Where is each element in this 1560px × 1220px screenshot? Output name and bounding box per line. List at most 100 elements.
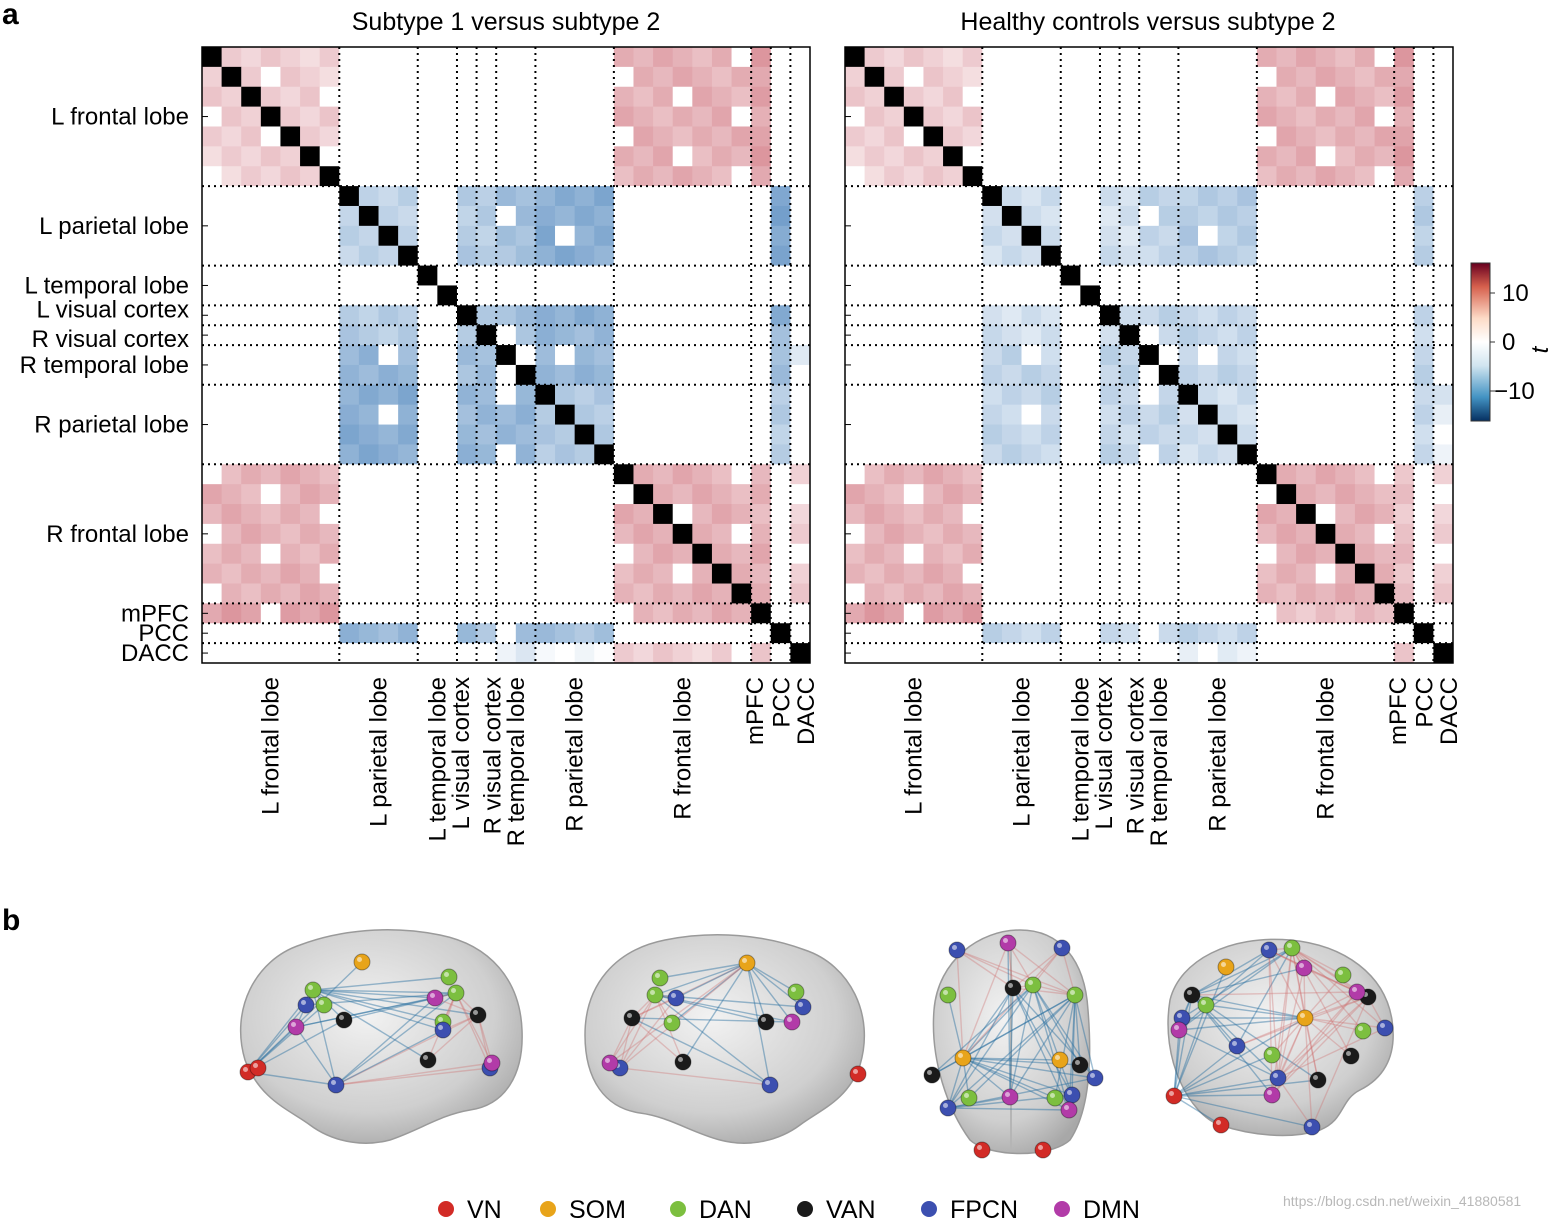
heatmap-cell bbox=[731, 464, 752, 485]
heatmap-cell bbox=[496, 504, 517, 525]
heatmap-cell bbox=[1119, 364, 1140, 386]
heatmap-cell bbox=[1433, 126, 1454, 147]
heatmap-cell bbox=[923, 424, 944, 445]
heatmap-cell bbox=[1099, 285, 1120, 306]
heatmap-cell bbox=[378, 623, 399, 644]
heatmap-cell bbox=[613, 345, 634, 366]
network-edge bbox=[1191, 994, 1319, 1081]
heatmap-cell bbox=[923, 603, 944, 624]
column-label: mPFC bbox=[1385, 677, 1412, 745]
network-edge bbox=[631, 997, 677, 1019]
network-node-van bbox=[335, 1011, 353, 1029]
heatmap-cell bbox=[417, 563, 438, 584]
heatmap-cell bbox=[1217, 66, 1238, 88]
heatmap-cell bbox=[1198, 563, 1219, 584]
colorbar-gradient bbox=[1470, 262, 1491, 422]
diagonal-cell bbox=[731, 583, 752, 604]
heatmap-cell bbox=[1139, 265, 1160, 286]
heatmap-cell bbox=[1099, 603, 1120, 624]
heatmap-cell bbox=[1099, 205, 1120, 227]
heatmap-cell bbox=[535, 464, 556, 485]
heatmap-cell bbox=[1041, 603, 1062, 624]
heatmap-cell bbox=[1354, 47, 1375, 68]
heatmap-cell bbox=[496, 484, 517, 505]
heatmap-cell bbox=[574, 563, 595, 584]
heatmap-cell bbox=[398, 464, 419, 485]
heatmap-cell bbox=[1335, 563, 1356, 584]
heatmap-cell bbox=[1433, 543, 1454, 565]
heatmap-cell bbox=[1178, 464, 1199, 485]
heatmap-cell bbox=[1198, 543, 1219, 565]
heatmap-cell bbox=[398, 47, 419, 68]
diagonal-cell bbox=[943, 146, 964, 167]
heatmap-cell bbox=[594, 265, 615, 286]
heatmap-cell bbox=[1060, 464, 1081, 485]
heatmap-cell bbox=[260, 623, 281, 644]
heatmap-cell bbox=[202, 504, 223, 525]
heatmap-cell bbox=[731, 444, 752, 465]
heatmap-cell bbox=[300, 444, 321, 465]
heatmap-cell bbox=[962, 504, 983, 525]
heatmap-cell bbox=[864, 106, 885, 127]
heatmap-cell bbox=[437, 563, 458, 584]
heatmap-cell bbox=[982, 464, 1003, 485]
heatmap-cell bbox=[241, 523, 262, 545]
heatmap-cell bbox=[1413, 583, 1434, 604]
heatmap-cell bbox=[711, 404, 732, 425]
network-node-van bbox=[1071, 1056, 1089, 1074]
heatmap-cell bbox=[437, 305, 458, 326]
heatmap-cell bbox=[1158, 623, 1179, 644]
heatmap-cell bbox=[202, 205, 223, 227]
heatmap-cell bbox=[770, 543, 791, 565]
heatmap-cell bbox=[221, 523, 242, 545]
heatmap-cell bbox=[751, 186, 772, 207]
heatmap-cell bbox=[1080, 205, 1101, 227]
heatmap-cell bbox=[1158, 86, 1179, 108]
heatmap-cell bbox=[1001, 305, 1022, 326]
diagonal-cell bbox=[1119, 325, 1140, 346]
heatmap-cell bbox=[1001, 563, 1022, 584]
network-edge bbox=[1178, 1029, 1279, 1079]
heatmap-cell bbox=[476, 265, 497, 286]
heatmap-cell bbox=[476, 305, 497, 326]
heatmap-cell bbox=[1374, 623, 1395, 644]
heatmap-cell bbox=[1433, 285, 1454, 306]
network-edge bbox=[1012, 987, 1076, 996]
heatmap-cell bbox=[535, 126, 556, 147]
network-edge bbox=[1178, 949, 1270, 1031]
heatmap-cell bbox=[1178, 603, 1199, 624]
heatmap-cell bbox=[417, 166, 438, 187]
heatmap-cell bbox=[221, 504, 242, 525]
heatmap-cell bbox=[496, 146, 517, 167]
row-label: L temporal lobe bbox=[24, 272, 189, 299]
heatmap-cell bbox=[884, 225, 905, 247]
network-edge bbox=[1304, 996, 1369, 1019]
heatmap-cell bbox=[378, 404, 399, 425]
heatmap-cell bbox=[1237, 603, 1258, 624]
heatmap-cell bbox=[515, 563, 536, 584]
heatmap-cell bbox=[1021, 404, 1042, 425]
node-highlight bbox=[430, 993, 435, 998]
network-edge bbox=[962, 1057, 1073, 1096]
heatmap-cell bbox=[1099, 384, 1120, 406]
heatmap-cell bbox=[1099, 444, 1120, 465]
heatmap-cell bbox=[398, 424, 419, 445]
heatmap-cell bbox=[1354, 523, 1375, 545]
heatmap-cell bbox=[1374, 384, 1395, 406]
heatmap-healthy-vs-subtype2: Healthy controls versus subtype 2L front… bbox=[844, 8, 1463, 846]
heatmap-cell bbox=[1256, 543, 1277, 565]
node-highlight bbox=[423, 1055, 428, 1060]
heatmap-cell bbox=[864, 146, 885, 167]
heatmap-cell bbox=[1237, 623, 1258, 644]
diagonal-cell bbox=[1433, 643, 1454, 664]
heatmap-cell bbox=[1256, 265, 1277, 286]
diagonal-cell bbox=[613, 464, 634, 485]
heatmap-cell bbox=[1080, 47, 1101, 68]
heatmap-cell bbox=[1041, 345, 1062, 366]
heatmap-cell bbox=[1119, 424, 1140, 445]
heatmap-cell bbox=[241, 265, 262, 286]
network-edge bbox=[631, 962, 748, 1019]
heatmap-cell bbox=[1119, 404, 1140, 425]
heatmap-cell bbox=[903, 384, 924, 406]
heatmap-cell bbox=[202, 225, 223, 247]
